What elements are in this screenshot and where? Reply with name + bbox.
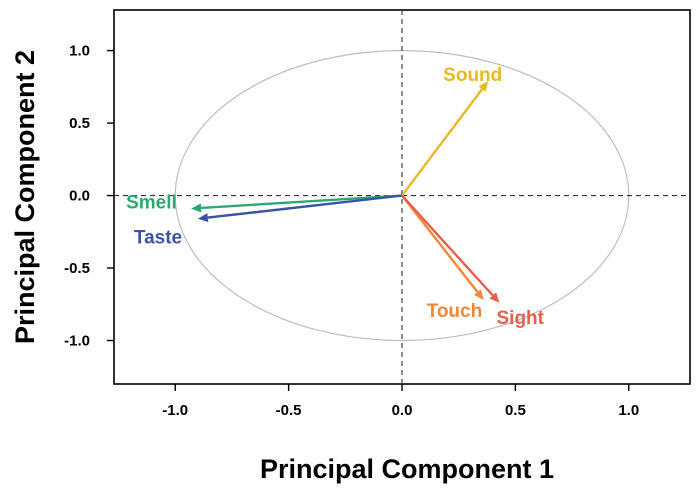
vector-smell xyxy=(201,194,403,210)
vector-sound xyxy=(401,88,484,197)
vector-label-touch: Touch xyxy=(427,301,483,322)
y-tick-label: -0.5 xyxy=(64,260,90,277)
x-tick-label: 0.5 xyxy=(505,402,526,419)
vector-sight-arrowhead xyxy=(489,292,500,303)
y-axis-title: Principal Component 2 xyxy=(10,50,40,344)
y-tick-label: 1.0 xyxy=(69,43,90,60)
x-tick-label: 1.0 xyxy=(618,402,639,419)
y-tick-label: 0.0 xyxy=(69,188,90,205)
x-tick-label: -1.0 xyxy=(162,402,188,419)
vector-label-sight: Sight xyxy=(497,308,545,329)
x-tick-label: -0.5 xyxy=(276,402,302,419)
vector-touch xyxy=(401,194,479,293)
vector-smell-arrowhead xyxy=(191,203,202,213)
vector-label-smell: Smell xyxy=(126,193,177,214)
vector-label-sound: Sound xyxy=(443,65,502,86)
vector-sound-arrowhead xyxy=(478,81,489,92)
x-tick-label: 0.0 xyxy=(392,402,413,419)
vector-taste xyxy=(207,194,403,219)
y-tick-label: 0.5 xyxy=(69,115,90,132)
vector-label-taste: Taste xyxy=(134,228,182,249)
x-axis-title: Principal Component 1 xyxy=(260,454,554,484)
vector-sight xyxy=(401,194,494,297)
vector-touch-arrowhead xyxy=(473,289,484,300)
y-tick-label: -1.0 xyxy=(64,333,90,350)
vector-taste-arrowhead xyxy=(197,213,209,223)
